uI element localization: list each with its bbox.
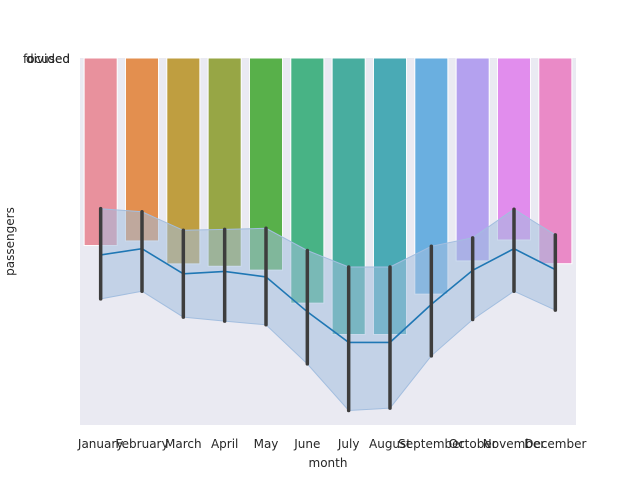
x-tick-label-june: June [293,437,320,451]
mean-line [100,247,556,344]
x-tick-label-january: January [77,437,124,451]
x-axis-label: month [309,456,348,470]
x-tick-label-december: December [524,437,586,451]
x-tick-label-october: October [449,437,497,451]
x-tick-label-february: February [115,437,168,451]
error-bars-layer [98,206,558,413]
x-tick-label-august: August [369,437,411,451]
y-axis-label: passengers [3,207,17,276]
y-tick-label-divided: divided [26,52,70,66]
bar-october [455,57,490,262]
x-tick-label-april: April [211,437,238,451]
x-tick-label-november: November [483,437,545,451]
x-tick-label-may: May [254,437,279,451]
x-tick-label-july: July [337,437,360,451]
y-tick-label-focused: focused [23,52,70,66]
x-tick-label-september: September [398,437,464,451]
x-tick-label-march: March [165,437,202,451]
